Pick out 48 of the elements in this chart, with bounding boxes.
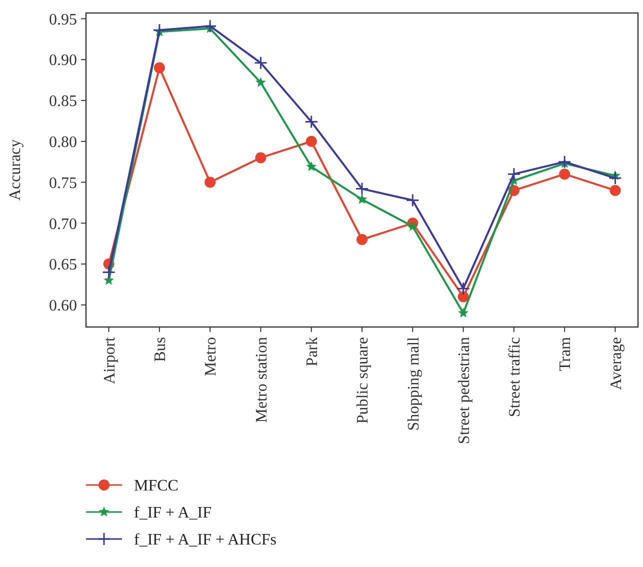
point [458, 291, 469, 302]
x-tick-label: Metro [202, 337, 220, 376]
y-tick-label: 0.85 [49, 93, 77, 110]
point [304, 115, 318, 129]
point [406, 194, 420, 208]
point [152, 23, 166, 37]
point [608, 171, 622, 185]
y-tick-label: 0.95 [49, 11, 77, 28]
x-tick-label: Tram [557, 336, 574, 372]
point [355, 182, 369, 196]
x-tick-label: Airport [101, 336, 118, 384]
point [407, 220, 418, 231]
point [255, 152, 266, 164]
y-tick-label: 0.90 [49, 52, 77, 70]
y-tick-label: 0.80 [49, 134, 77, 151]
point [154, 62, 165, 74]
point [255, 77, 266, 87]
y-axis-title: Accuracy [7, 139, 24, 201]
x-tick-label: Street traffic [506, 337, 524, 418]
point [456, 282, 470, 296]
point [356, 194, 368, 204]
legend-label: MFCC [134, 478, 178, 495]
x-tick-label: Park [304, 337, 321, 366]
point [102, 265, 116, 279]
point [254, 56, 268, 70]
point [306, 136, 317, 147]
x-tick-label: Metro station [253, 337, 270, 423]
x-tick-label: Shopping mall [405, 336, 422, 431]
point [306, 161, 317, 172]
legend-label: f_IF + A_IF + AHCFs [134, 532, 277, 549]
point [203, 19, 217, 33]
point [458, 308, 469, 318]
point [356, 234, 368, 246]
y-tick-label: 0.60 [49, 298, 77, 315]
y-tick-label: 0.65 [49, 256, 77, 274]
point [204, 176, 216, 188]
x-tick-label: Average [608, 337, 625, 390]
x-tick-label: Bus [152, 337, 170, 362]
x-tick-label: Public square [354, 337, 372, 424]
legend-label: f_IF + A_IF [134, 504, 212, 522]
y-tick-label: 0.70 [49, 216, 77, 233]
point [507, 167, 521, 181]
point [559, 168, 570, 180]
point [610, 184, 621, 196]
x-tick-label: Street pedestrian [456, 337, 473, 444]
point [558, 155, 572, 169]
point [104, 274, 114, 285]
y-tick-label: 0.75 [49, 174, 77, 192]
